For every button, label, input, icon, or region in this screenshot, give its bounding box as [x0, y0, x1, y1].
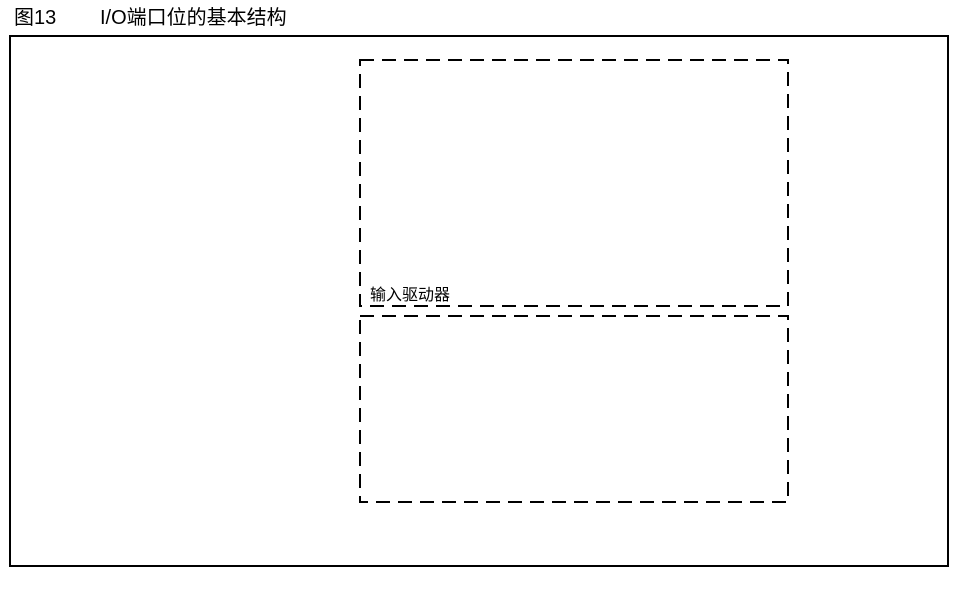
figure-caption: I/O端口位的基本结构 — [100, 6, 287, 29]
input-driver-box — [360, 60, 788, 306]
outer-frame — [10, 36, 948, 566]
input-driver-label: 输入驱动器 — [370, 286, 450, 304]
io-port-diagram: 图13 I/O端口位的基本结构 输入驱动器 输出驱动器 位设置/清除寄存器 输出… — [0, 0, 959, 591]
figure-number: 图13 — [14, 7, 56, 29]
output-driver-box: 输出驱动器 位设置/清除寄存器 输出数据寄存器 输入数据寄存器 至片上外设 模拟… — [360, 316, 788, 502]
